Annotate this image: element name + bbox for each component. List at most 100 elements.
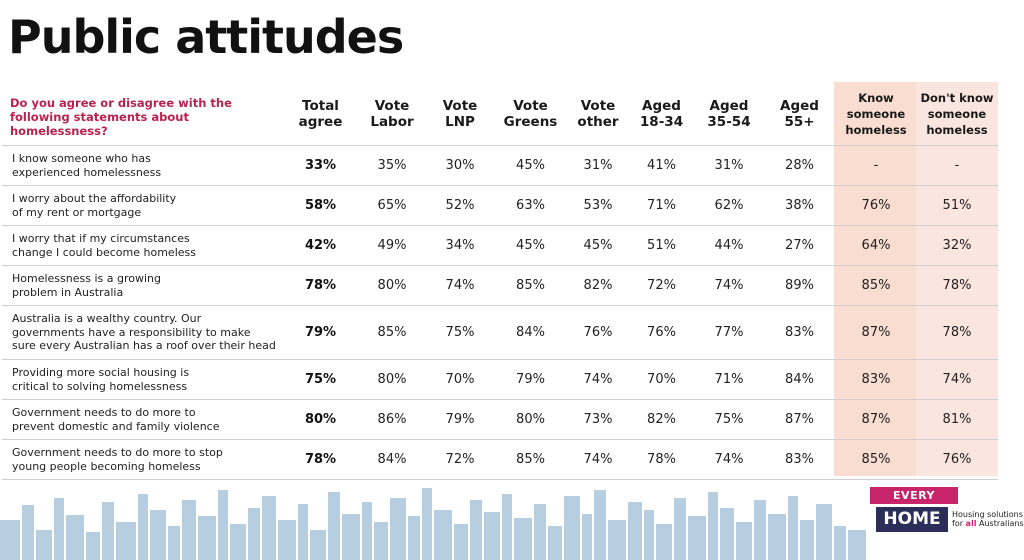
- value-cell: 74%: [916, 359, 998, 400]
- value-cell: 71%: [695, 359, 763, 400]
- skyline-building: [218, 490, 228, 560]
- skyline-building: [548, 526, 562, 560]
- col-header-total-agree: Total agree: [284, 82, 357, 146]
- statement-line: I worry that if my circumstances: [12, 232, 190, 245]
- value-cell: 70%: [628, 359, 695, 400]
- value-cell: 76%: [628, 305, 695, 360]
- col-header-aged-55-plus: Aged 55+: [763, 82, 836, 146]
- skyline-building: [454, 524, 468, 560]
- value-cell: 51%: [628, 225, 695, 266]
- col-header-vote-lnp: Vote LNP: [427, 82, 493, 146]
- skyline-building: [502, 494, 512, 560]
- value-cell: 63%: [493, 185, 568, 226]
- value-cell: 53%: [568, 185, 628, 226]
- col-header-dont-know-homeless: Don't know someone homeless: [916, 82, 998, 146]
- col-header-aged-18-34: Aged 18-34: [628, 82, 695, 146]
- value-cell: 62%: [695, 185, 763, 226]
- value-cell: 52%: [427, 185, 493, 226]
- value-cell: 83%: [763, 305, 836, 360]
- value-cell: 75%: [427, 305, 493, 360]
- col-header-know-homeless: Know someone homeless: [836, 82, 916, 146]
- value-cell: 78%: [628, 439, 695, 480]
- value-cell: 73%: [568, 399, 628, 440]
- value-cell: 44%: [695, 225, 763, 266]
- value-cell: 83%: [763, 439, 836, 480]
- value-cell: 74%: [695, 439, 763, 480]
- page-title: Public attitudes: [8, 10, 404, 64]
- statement-cell: Providing more social housing is critical…: [2, 359, 284, 400]
- skyline-building: [736, 522, 752, 560]
- statement-cell: Government needs to do more to prevent do…: [2, 399, 284, 440]
- skyline-building: [754, 500, 766, 560]
- skyline-building: [0, 520, 20, 560]
- value-cell: 27%: [763, 225, 836, 266]
- logo-top-text: EVERY BODY'S: [870, 487, 958, 519]
- table-row: I worry about the affordability of my ren…: [2, 185, 998, 226]
- value-cell: 84%: [493, 305, 568, 360]
- value-cell: 89%: [763, 265, 836, 306]
- table-row: Providing more social housing is critical…: [2, 359, 998, 400]
- value-cell: 74%: [568, 359, 628, 400]
- value-cell: 79%: [427, 399, 493, 440]
- skyline-building: [434, 510, 452, 560]
- value-cell: 49%: [357, 225, 427, 266]
- skyline-building: [816, 504, 832, 560]
- value-cell: 34%: [427, 225, 493, 266]
- skyline-building: [362, 502, 372, 560]
- value-cell: 38%: [763, 185, 836, 226]
- skyline-building: [168, 526, 180, 560]
- skyline-building: [150, 510, 166, 560]
- skyline-building: [768, 514, 786, 560]
- skyline-building: [534, 504, 546, 560]
- value-cell: 79%: [493, 359, 568, 400]
- everybodys-home-logo: EVERY BODY'S HOME Housing solutions for …: [870, 478, 1024, 538]
- value-cell: -: [916, 145, 998, 186]
- skyline-building: [514, 518, 532, 560]
- value-cell: 31%: [695, 145, 763, 186]
- skyline-building: [102, 502, 114, 560]
- skyline-building: [138, 494, 148, 560]
- skyline-building: [248, 508, 260, 560]
- statement-line: young people becoming homeless: [12, 459, 201, 473]
- value-cell: 28%: [763, 145, 836, 186]
- statement-cell: Government needs to do more to stop young…: [2, 439, 284, 480]
- statement-cell: Homelessness is a growing problem in Aust…: [2, 265, 284, 306]
- skyline-building: [278, 520, 296, 560]
- statement-line: change I could become homeless: [12, 245, 196, 259]
- value-cell: 42%: [284, 225, 357, 266]
- value-cell: 32%: [916, 225, 998, 266]
- value-cell: 72%: [628, 265, 695, 306]
- value-cell: 84%: [763, 359, 836, 400]
- table-row: Homelessness is a growing problem in Aust…: [2, 265, 998, 306]
- value-cell: 85%: [493, 439, 568, 480]
- value-cell: 45%: [568, 225, 628, 266]
- statement-line: of my rent or mortgage: [12, 205, 142, 219]
- value-cell: 75%: [695, 399, 763, 440]
- statement-line: Government needs to do more to stop: [12, 446, 223, 459]
- skyline-building: [594, 490, 606, 560]
- value-cell: 85%: [836, 439, 916, 480]
- statement-line: Providing more social housing is: [12, 366, 190, 379]
- skyline-building: [54, 498, 64, 560]
- skyline-building: [36, 530, 52, 560]
- skyline-building: [674, 498, 686, 560]
- skyline-building: [408, 516, 420, 560]
- skyline-building: [342, 514, 360, 560]
- value-cell: 85%: [836, 265, 916, 306]
- skyline-building: [390, 498, 406, 560]
- value-cell: 74%: [427, 265, 493, 306]
- value-cell: 85%: [493, 265, 568, 306]
- statement-cell: I know someone who has experienced homele…: [2, 145, 284, 186]
- skyline-building: [484, 512, 500, 560]
- skyline-building: [564, 496, 580, 560]
- value-cell: 78%: [284, 265, 357, 306]
- statement-line: Government needs to do more to: [12, 406, 196, 419]
- statement-line: problem in Australia: [12, 285, 124, 299]
- value-cell: 80%: [357, 359, 427, 400]
- value-cell: 31%: [568, 145, 628, 186]
- skyline-building: [656, 524, 672, 560]
- statement-line: critical to solving homelessness: [12, 379, 188, 393]
- value-cell: 81%: [916, 399, 998, 440]
- value-cell: 65%: [357, 185, 427, 226]
- skyline-building: [374, 522, 388, 560]
